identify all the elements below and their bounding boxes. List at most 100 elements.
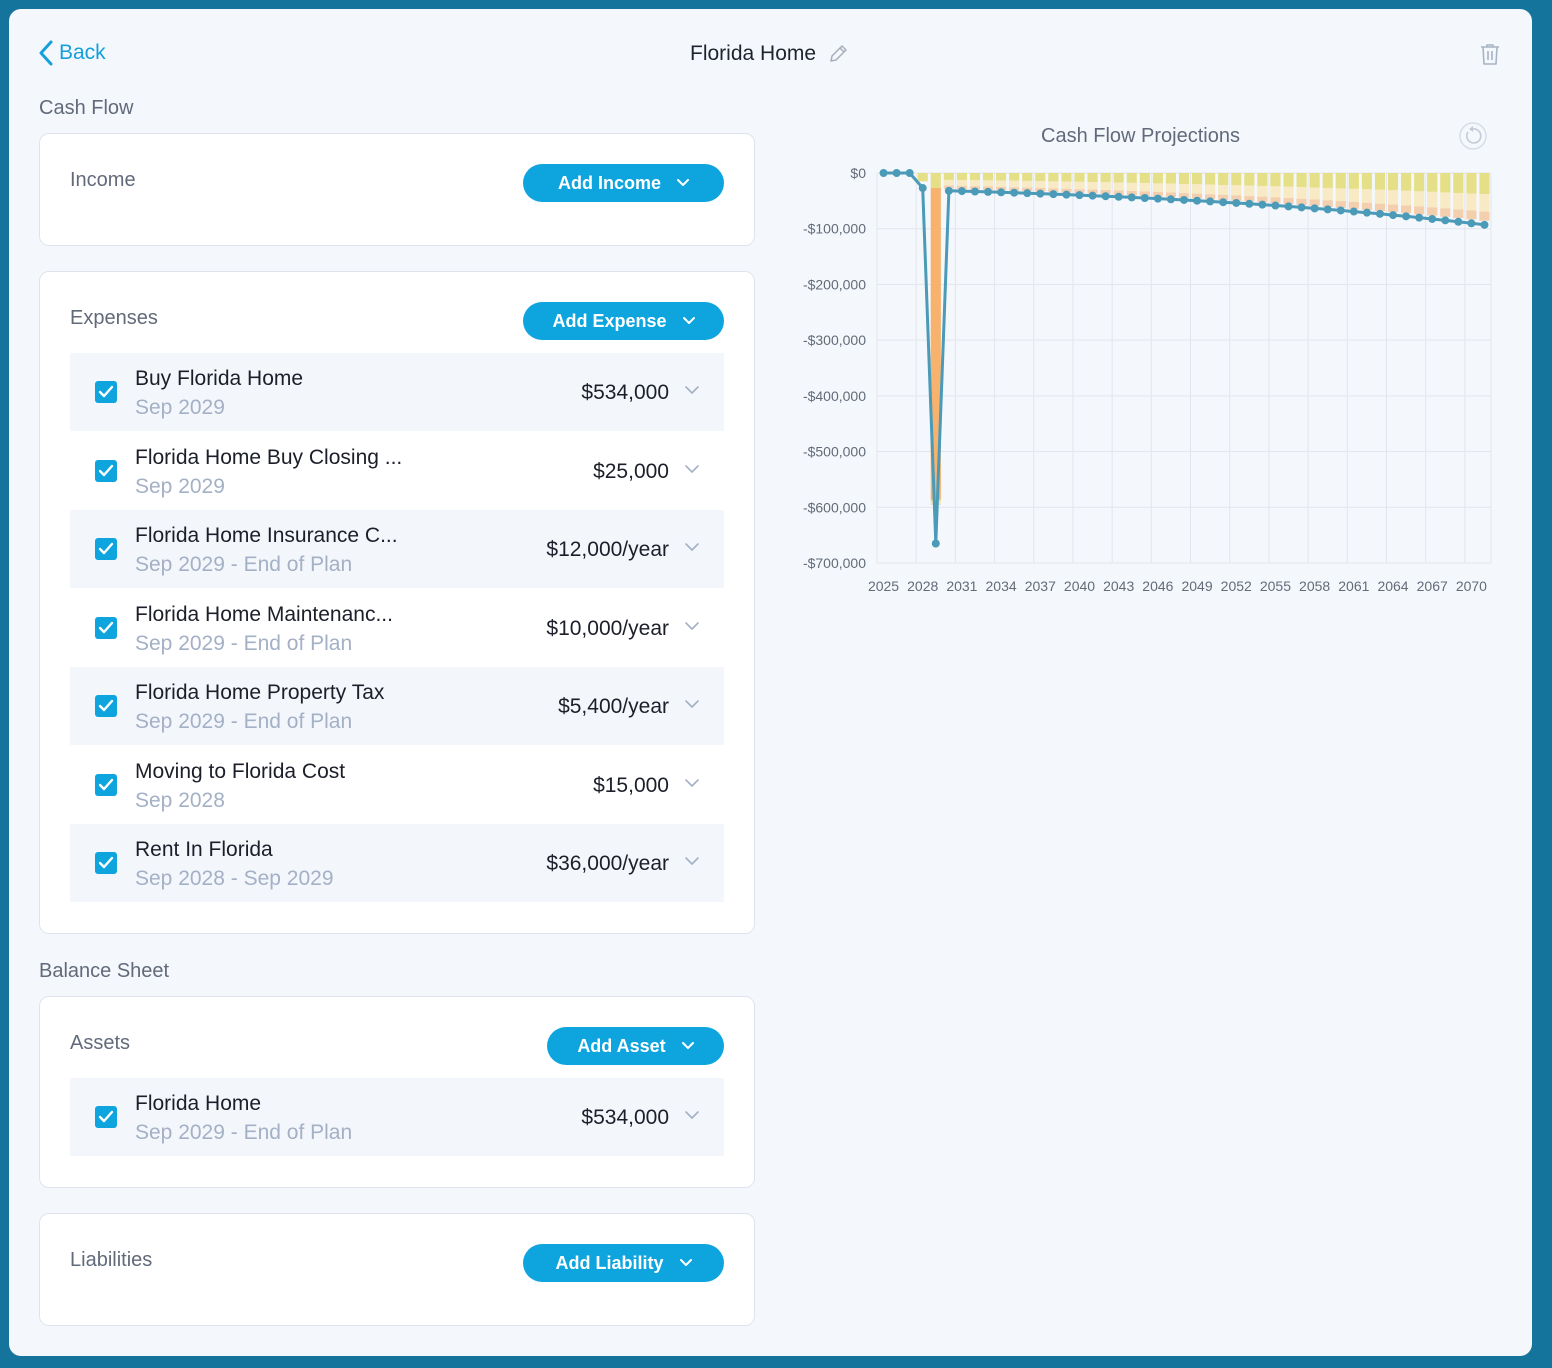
expense-checkbox[interactable] <box>95 460 117 482</box>
bar-segment <box>996 173 1007 181</box>
y-tick-label: -$600,000 <box>803 499 866 515</box>
data-point <box>1245 199 1254 208</box>
bar-segment <box>1453 209 1464 219</box>
bar-segment <box>1074 173 1085 182</box>
expense-checkbox[interactable] <box>95 852 117 874</box>
expense-row-moving[interactable]: Moving to Florida Cost Sep 2028 $15,000 <box>70 746 724 824</box>
chevron-down-icon[interactable] <box>685 1111 699 1120</box>
add-asset-button[interactable]: Add Asset <box>547 1027 724 1065</box>
bar-segment <box>982 180 994 187</box>
expense-row-maintenance[interactable]: Florida Home Maintenanc... Sep 2029 - En… <box>70 589 724 667</box>
add-expense-button[interactable]: Add Expense <box>523 302 724 340</box>
x-tick-label: 2070 <box>1456 578 1487 594</box>
data-point <box>1375 209 1384 218</box>
expense-row-property-tax[interactable]: Florida Home Property Tax Sep 2029 - End… <box>70 667 724 745</box>
data-point <box>1023 189 1032 198</box>
data-point <box>1193 196 1202 205</box>
expense-date: Sep 2028 <box>135 789 225 812</box>
bar-segment <box>1126 182 1137 191</box>
data-point <box>1323 205 1332 214</box>
bar-segment <box>1387 204 1399 213</box>
bar-segment <box>996 180 1007 187</box>
reset-zoom-icon[interactable] <box>1458 121 1488 151</box>
expense-date: Sep 2028 - Sep 2029 <box>135 867 334 890</box>
data-point <box>1258 200 1267 209</box>
data-point <box>1297 203 1306 212</box>
bar-segment <box>1400 173 1412 191</box>
expense-row-rent[interactable]: Rent In Florida Sep 2028 - Sep 2029 $36,… <box>70 824 724 902</box>
y-tick-label: $0 <box>850 165 866 181</box>
add-liability-button[interactable]: Add Liability <box>523 1244 724 1282</box>
bar-segment <box>1139 173 1150 184</box>
cash-flow-section-label: Cash Flow <box>39 97 134 119</box>
bar-segment <box>969 180 981 187</box>
data-point <box>1140 194 1149 203</box>
expense-name: Florida Home Buy Closing ... <box>135 446 403 469</box>
chevron-down-icon[interactable] <box>685 857 699 866</box>
chevron-down-icon[interactable] <box>685 543 699 552</box>
checkmark-icon <box>98 542 114 555</box>
balance-sheet-section-label: Balance Sheet <box>39 960 170 982</box>
bar-segment <box>1178 173 1190 185</box>
data-point <box>1101 192 1110 201</box>
bar-segment <box>1348 188 1359 202</box>
bar-segment <box>1231 185 1242 196</box>
expense-row-buy-florida-home[interactable]: Buy Florida Home Sep 2029 $534,000 <box>70 353 724 431</box>
asset-row-florida-home[interactable]: Florida Home Sep 2029 - End of Plan $534… <box>70 1078 724 1156</box>
add-income-label: Add Income <box>557 172 661 193</box>
bar-segment <box>1387 173 1399 191</box>
bar-segment <box>1139 191 1150 197</box>
data-point <box>1336 206 1345 215</box>
bar-segment <box>1414 191 1425 207</box>
y-tick-label: -$700,000 <box>803 555 866 571</box>
bar-segment <box>1152 191 1163 197</box>
bar-segment <box>1361 173 1372 190</box>
bar-segment <box>1322 173 1333 188</box>
add-expense-label: Add Expense <box>552 310 667 331</box>
expense-checkbox[interactable] <box>95 695 117 717</box>
x-tick-label: 2061 <box>1338 578 1369 594</box>
back-button[interactable]: Back <box>39 40 106 66</box>
bar-segment <box>1061 173 1072 182</box>
main-panel: Back Florida Home Cash Flow Income Add I… <box>9 9 1532 1356</box>
checkmark-icon <box>98 699 114 712</box>
add-income-button[interactable]: Add Income <box>523 164 724 202</box>
expense-date: Sep 2029 <box>135 396 225 419</box>
x-tick-label: 2046 <box>1142 578 1173 594</box>
bar-segment <box>1283 198 1294 205</box>
bar-segment <box>1009 180 1020 188</box>
chevron-down-icon[interactable] <box>685 700 699 709</box>
expense-checkbox[interactable] <box>95 538 117 560</box>
trash-icon[interactable] <box>1480 43 1500 65</box>
chevron-down-icon[interactable] <box>685 386 699 395</box>
expense-row-insurance[interactable]: Florida Home Insurance C... Sep 2029 - E… <box>70 510 724 588</box>
bar-segment <box>1414 206 1425 215</box>
expense-checkbox[interactable] <box>95 774 117 796</box>
bar-segment <box>1427 173 1438 192</box>
bar-segment <box>1035 173 1046 182</box>
asset-checkbox[interactable] <box>95 1106 117 1128</box>
expense-amount: $25,000 <box>593 460 669 483</box>
bar-segment <box>1414 173 1425 192</box>
chevron-down-icon[interactable] <box>685 465 699 474</box>
bar-segment <box>1087 173 1098 183</box>
x-tick-label: 2025 <box>868 578 899 594</box>
bar-segment <box>1022 180 1033 188</box>
bar-segment <box>1400 205 1412 214</box>
bar-segment <box>1374 189 1386 204</box>
bar-segment <box>1387 190 1399 205</box>
expense-name: Buy Florida Home <box>135 367 304 390</box>
chevron-down-icon[interactable] <box>685 779 699 788</box>
bar-segment <box>1100 190 1111 195</box>
expense-checkbox[interactable] <box>95 381 117 403</box>
bar-segment <box>1257 173 1268 186</box>
chevron-down-icon[interactable] <box>685 622 699 631</box>
expenses-title: Expenses <box>70 307 158 329</box>
bar-segment <box>1218 194 1229 201</box>
pencil-icon[interactable] <box>828 44 848 64</box>
bar-segment <box>1218 184 1229 195</box>
plan-title: Florida Home <box>690 42 848 66</box>
expense-row-closing[interactable]: Florida Home Buy Closing ... Sep 2029 $2… <box>70 432 724 510</box>
bar-segment <box>1309 173 1320 188</box>
expense-checkbox[interactable] <box>95 617 117 639</box>
